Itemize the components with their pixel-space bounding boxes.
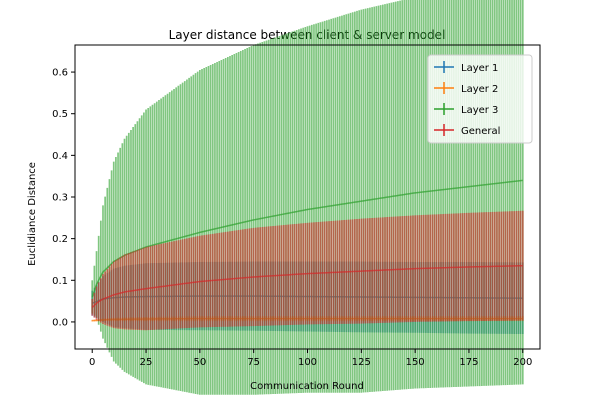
x-axis: 0 25 50 75 100 125 150 175 200	[89, 349, 532, 368]
legend-label: Layer 1	[461, 63, 498, 74]
legend-label: General	[461, 126, 500, 137]
x-tick-label: 175	[459, 357, 478, 368]
legend-item: Layer 3	[434, 103, 498, 116]
legend-item: General	[434, 124, 500, 137]
series-line	[91, 179, 523, 298]
y-tick-label: 0.2	[52, 234, 68, 245]
y-tick-label: 0.5	[52, 109, 68, 120]
x-tick-label: 75	[247, 357, 260, 368]
y-axis-label: Euclidiance Distance	[27, 162, 38, 266]
legend-label: Layer 3	[461, 105, 498, 116]
y-axis: 0.0 0.1 0.2 0.3 0.4 0.5 0.6	[52, 68, 75, 328]
legend-item: Layer 2	[434, 82, 498, 95]
legend-box	[427, 54, 533, 144]
x-tick-label: 0	[89, 357, 95, 368]
x-tick-label: 200	[513, 357, 532, 368]
y-tick-label: 0.0	[52, 317, 68, 328]
legend-label: Layer 2	[461, 84, 498, 95]
x-tick-label: 50	[193, 357, 206, 368]
y-tick-label: 0.6	[52, 68, 68, 79]
y-tick-label: 0.4	[52, 151, 68, 162]
plot-area	[74, 0, 541, 395]
series-general	[91, 210, 524, 331]
x-tick-label: 100	[298, 357, 317, 368]
y-tick-label: 0.1	[52, 276, 68, 287]
y-tick-label: 0.3	[52, 193, 68, 204]
legend: Layer 1 Layer 2 Layer 3 General	[427, 54, 533, 144]
legend-item: Layer 1	[434, 61, 498, 74]
x-tick-label: 150	[406, 357, 425, 368]
x-tick-label: 125	[352, 357, 371, 368]
series-line	[91, 264, 523, 308]
x-axis-label: Communication Round	[250, 381, 364, 392]
x-tick-label: 25	[140, 357, 153, 368]
